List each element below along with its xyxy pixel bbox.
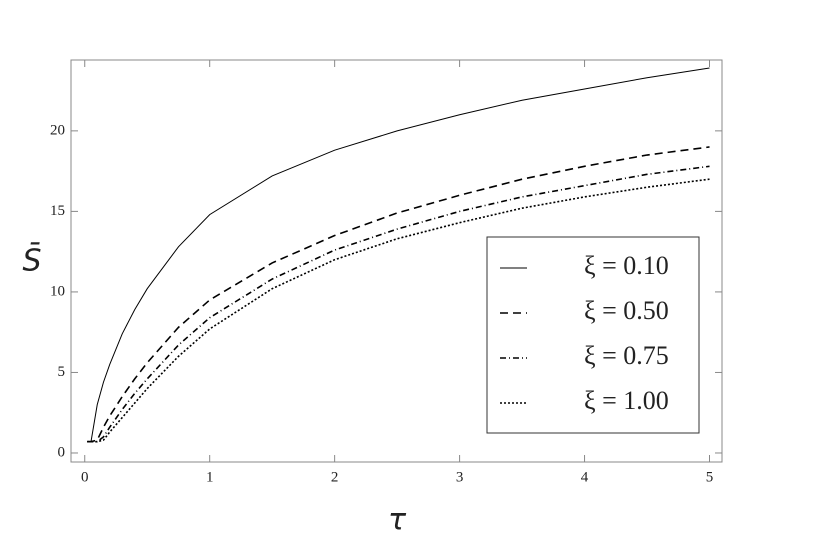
y-tick-label: 0 [58,444,66,460]
legend-label: ξ = 0.50 [584,296,669,325]
y-tick-label: 15 [50,203,65,219]
x-tick-label: 0 [81,469,89,485]
x-tick-label: 5 [706,469,714,485]
x-tick-label: 3 [456,469,464,485]
y-tick-label: 10 [50,283,65,299]
x-axis-label: τ [388,503,407,538]
x-tick-label: 1 [206,469,214,485]
legend-label: ξ = 1.00 [584,386,669,415]
legend-label: ξ = 0.10 [584,251,669,280]
series-line [87,165,710,443]
y-tick-label: 5 [58,364,66,380]
series-line [87,146,710,443]
x-tick-label: 2 [331,469,339,485]
y-tick-label: 20 [50,122,65,138]
plot-frame [70,59,723,463]
series-line [87,178,710,443]
legend-label: ξ = 0.75 [584,341,669,370]
series-line [87,67,710,443]
legend-box [486,236,700,434]
x-tick-label: 4 [581,469,589,485]
y-axis-label: S̄ [22,242,41,278]
